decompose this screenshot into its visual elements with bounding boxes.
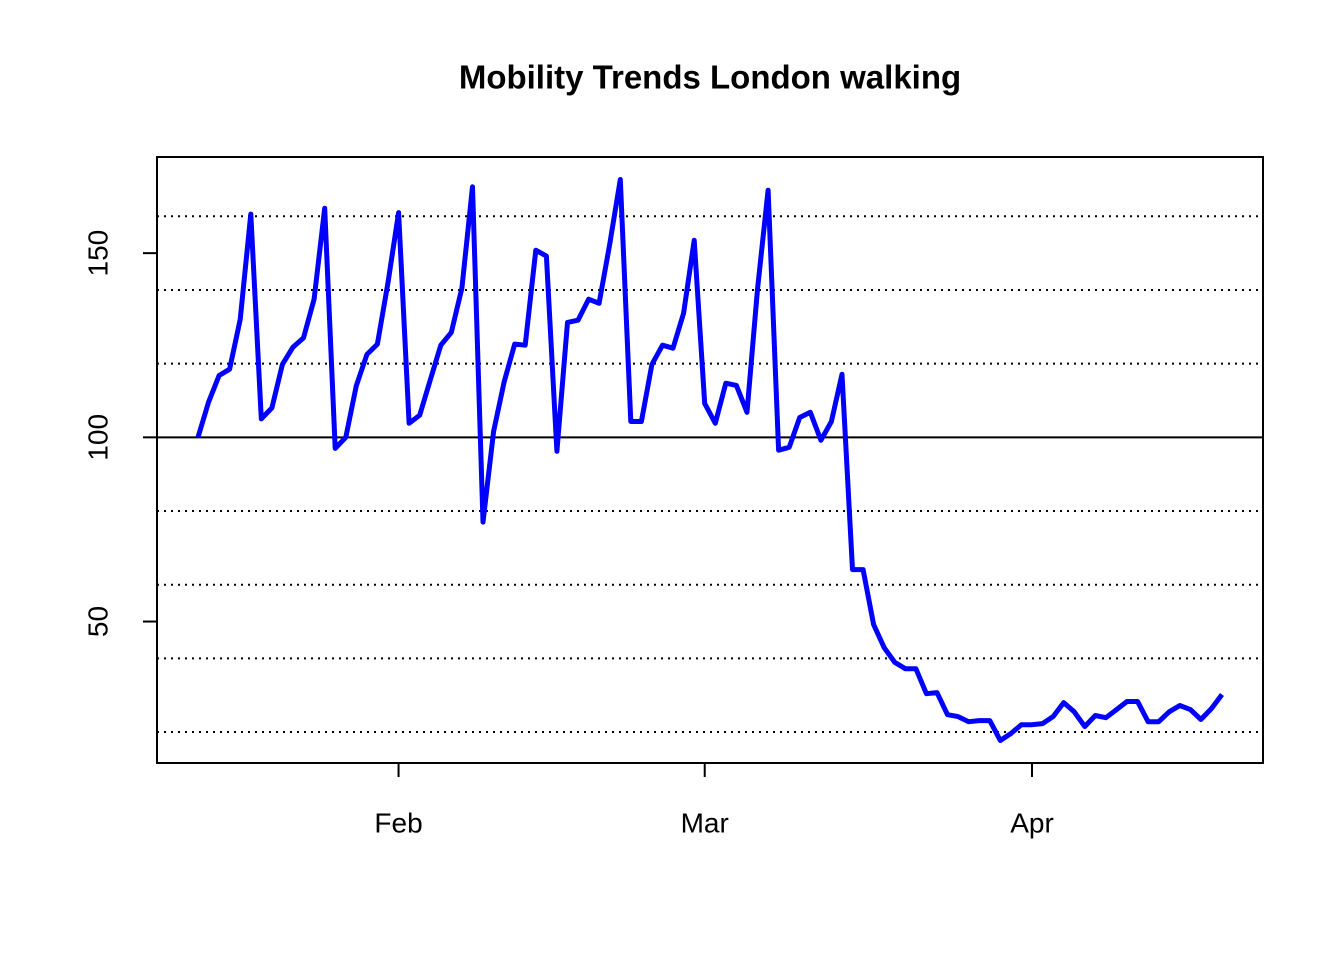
data-line xyxy=(195,177,1224,743)
y-tick-label: 50 xyxy=(82,606,113,637)
x-tick-label: Feb xyxy=(374,807,422,838)
x-tick-label: Mar xyxy=(681,807,729,838)
chart-title: Mobility Trends London walking xyxy=(459,59,961,96)
y-tick-label: 150 xyxy=(82,230,113,277)
plot-frame xyxy=(156,156,1264,764)
y-tick-label: 100 xyxy=(82,414,113,461)
x-tick-label: Apr xyxy=(1010,807,1054,838)
